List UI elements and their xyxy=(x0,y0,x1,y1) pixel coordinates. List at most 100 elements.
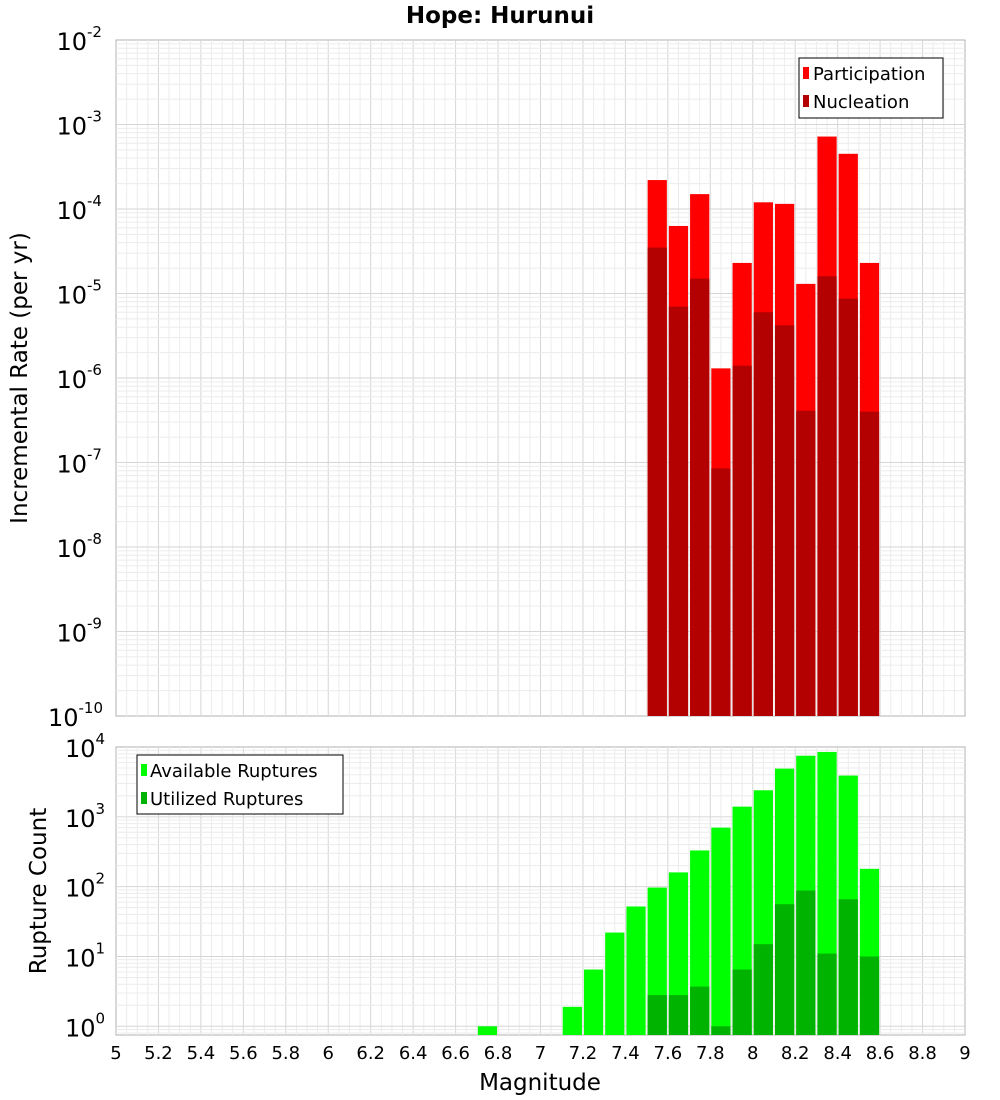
count-y-axis-label: Rupture Count xyxy=(26,808,52,974)
legend-label-available: Available Ruptures xyxy=(150,761,318,782)
rate-bar-nucleation xyxy=(711,468,731,716)
count-bar-utilized xyxy=(796,890,816,1035)
legend-swatch-utilized xyxy=(141,792,147,804)
count-bar-available xyxy=(562,1006,582,1035)
count-bar-utilized xyxy=(753,944,773,1035)
magnitude-tick-labels: 5 5.2 5.4 5.6 5.8 6 6.2 6.4 6.6 6.8 7 7.2 7.4 7.6 7.8 8… xyxy=(110,1043,970,1064)
x-tick-label: 7.4 xyxy=(611,1043,640,1064)
legend-label-utilized: Utilized Ruptures xyxy=(150,789,303,810)
x-tick-label: 6.4 xyxy=(399,1043,428,1064)
rate-legend: Participation Nucleation xyxy=(798,57,944,119)
rate-y-axis-label: Incremental Rate (per yr) xyxy=(7,232,33,524)
y-tick-label: 10 xyxy=(56,535,87,563)
x-tick-label: 7.2 xyxy=(569,1043,598,1064)
x-tick-label: 5.2 xyxy=(144,1043,173,1064)
y-tick-exponent: -6 xyxy=(87,361,102,379)
y-tick-exponent: -9 xyxy=(87,615,102,633)
y-tick-label: 10 xyxy=(56,282,87,310)
count-legend-box xyxy=(136,754,344,815)
rate-bar-nucleation xyxy=(859,411,880,716)
x-tick-label: 7.6 xyxy=(654,1043,683,1064)
count-bar-utilized xyxy=(817,953,837,1035)
y-tick-exponent: -5 xyxy=(87,277,102,295)
y-tick-label: 10 xyxy=(56,451,87,479)
rate-bar-nucleation xyxy=(647,247,667,716)
count-bar-utilized xyxy=(838,899,858,1035)
y-tick-exponent: -4 xyxy=(87,192,102,210)
rate-legend-box xyxy=(798,57,944,119)
x-tick-label: 7.8 xyxy=(696,1043,725,1064)
rate-panel-grid xyxy=(116,40,965,716)
x-tick-label: 8.6 xyxy=(866,1043,895,1064)
y-tick-label: 10 xyxy=(65,944,96,972)
x-tick-label: 9 xyxy=(959,1043,970,1064)
rate-bar-nucleation xyxy=(732,365,752,716)
legend-swatch-participation xyxy=(803,67,809,79)
y-tick-exponent: -8 xyxy=(87,530,102,548)
x-tick-label: 8.8 xyxy=(908,1043,937,1064)
rate-bar-nucleation xyxy=(817,276,837,716)
y-tick-exponent: -7 xyxy=(87,446,102,464)
x-tick-label: 5 xyxy=(110,1043,121,1064)
count-bar-available xyxy=(626,906,646,1035)
count-bar-utilized xyxy=(711,1026,731,1035)
count-bar-utilized xyxy=(859,956,880,1035)
x-tick-label: 6.2 xyxy=(356,1043,385,1064)
y-tick-label: 10 xyxy=(56,28,87,56)
y-tick-label: 10 xyxy=(48,704,79,732)
x-tick-label: 8.2 xyxy=(781,1043,810,1064)
x-tick-label: 7 xyxy=(535,1043,546,1064)
y-tick-label: 10 xyxy=(56,620,87,648)
legend-label-nucleation: Nucleation xyxy=(813,92,909,113)
y-tick-exponent: -2 xyxy=(87,23,102,41)
x-tick-label: 6 xyxy=(323,1043,334,1064)
count-bar-available xyxy=(605,932,625,1035)
count-panel-bars xyxy=(477,751,880,1035)
y-tick-label: 10 xyxy=(65,735,96,763)
y-tick-exponent: 1 xyxy=(96,939,106,957)
legend-label-participation: Participation xyxy=(813,64,925,85)
rate-bar-nucleation xyxy=(774,325,795,716)
count-bar-available xyxy=(711,827,731,1035)
count-bar-utilized xyxy=(774,904,795,1035)
legend-swatch-available xyxy=(141,764,147,776)
y-tick-label: 10 xyxy=(56,113,87,141)
rate-bar-nucleation xyxy=(796,410,816,716)
y-tick-label: 10 xyxy=(65,875,96,903)
x-tick-label: 5.8 xyxy=(271,1043,300,1064)
x-tick-label: 6.6 xyxy=(441,1043,470,1064)
legend-swatch-nucleation xyxy=(803,95,809,107)
rate-y-tick-labels: 10-210-310-410-510-610-710-810-910-10 xyxy=(48,23,103,732)
rate-bar-nucleation xyxy=(690,278,710,716)
count-bar-available xyxy=(583,969,604,1035)
x-axis-label: Magnitude xyxy=(479,1070,601,1096)
chart-title: Hope: Hurunui xyxy=(406,3,594,29)
count-bar-utilized xyxy=(647,995,667,1035)
x-tick-label: 5.4 xyxy=(187,1043,216,1064)
count-bar-utilized xyxy=(668,995,689,1035)
rate-panel-bars xyxy=(647,136,880,717)
y-tick-exponent: 3 xyxy=(96,800,106,818)
count-bar-utilized xyxy=(732,969,752,1035)
count-legend: Available Ruptures Utilized Ruptures xyxy=(136,754,344,815)
rate-bar-nucleation xyxy=(668,306,689,716)
count-bar-available xyxy=(477,1026,498,1035)
count-bar-available xyxy=(668,872,689,1035)
y-tick-exponent: -3 xyxy=(87,108,102,126)
y-tick-exponent: -10 xyxy=(79,699,104,717)
x-tick-label: 5.6 xyxy=(229,1043,258,1064)
y-tick-exponent: 0 xyxy=(96,1009,106,1027)
y-tick-exponent: 4 xyxy=(96,730,106,748)
y-tick-label: 10 xyxy=(65,1014,96,1042)
y-tick-label: 10 xyxy=(56,197,87,225)
x-tick-label: 6.8 xyxy=(484,1043,513,1064)
y-tick-label: 10 xyxy=(56,366,87,394)
x-tick-label: 8 xyxy=(747,1043,758,1064)
rate-bar-nucleation xyxy=(838,298,858,716)
x-tick-label: 8.4 xyxy=(823,1043,852,1064)
rate-bar-nucleation xyxy=(753,312,773,716)
count-bar-utilized xyxy=(690,986,710,1035)
y-tick-exponent: 2 xyxy=(96,870,106,888)
